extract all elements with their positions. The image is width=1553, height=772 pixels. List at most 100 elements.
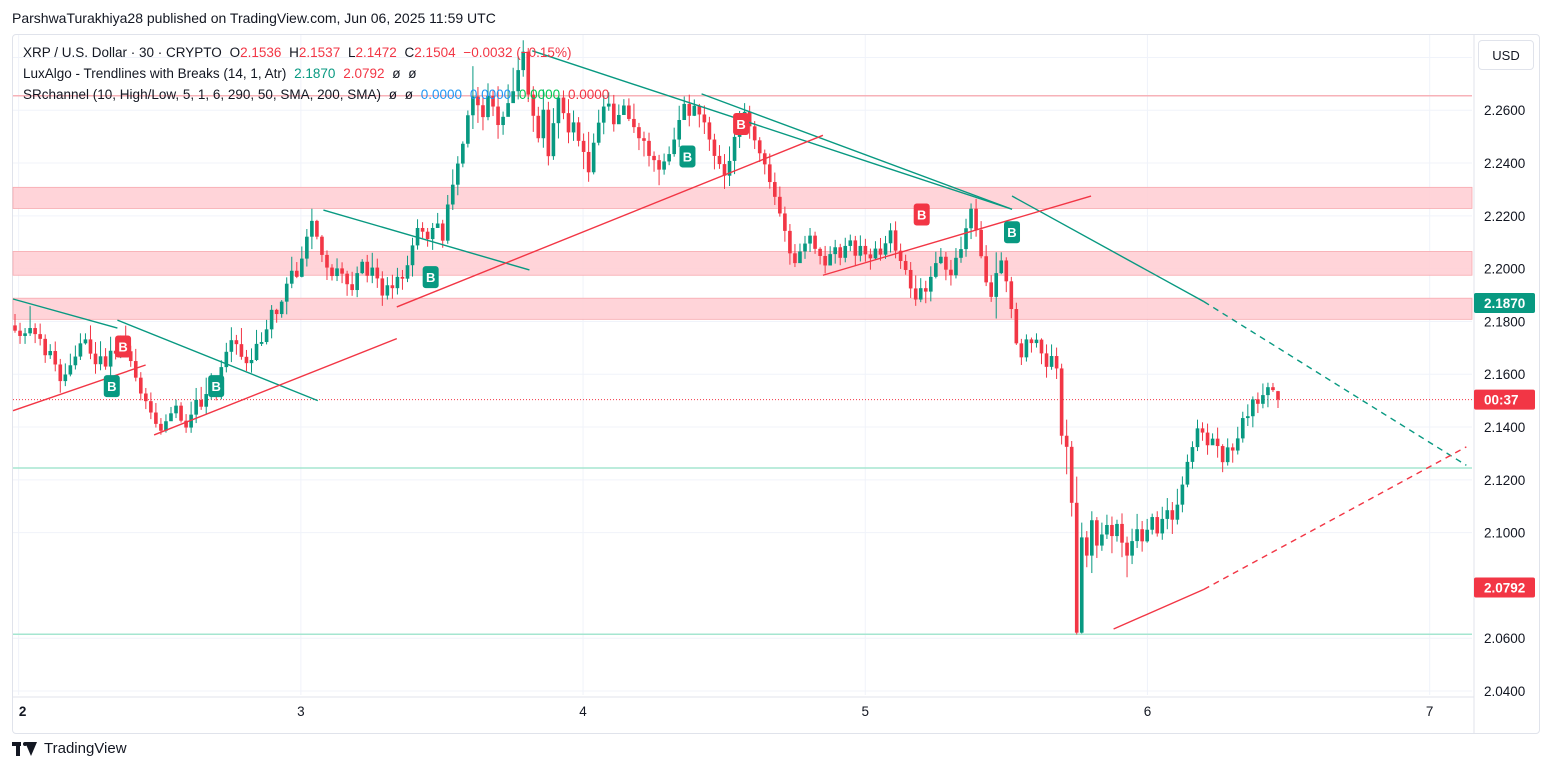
candle-body	[697, 105, 702, 115]
candle-body	[677, 120, 682, 140]
candle-body	[461, 143, 465, 164]
candle-body	[918, 288, 923, 300]
candle-body	[294, 270, 299, 277]
candle-body	[923, 288, 928, 292]
sr-zones	[12, 186, 1473, 320]
trendline	[396, 134, 824, 308]
candle-body	[1200, 428, 1205, 433]
price-tag: 00:37	[1474, 389, 1535, 410]
candle-body	[360, 261, 365, 274]
candle-body	[1024, 339, 1029, 358]
legend-open-value: 2.1536	[240, 45, 282, 60]
candle-body	[88, 339, 93, 354]
candle-body	[1165, 510, 1170, 519]
candle-body	[1095, 520, 1099, 546]
tradingview-footer: TradingView	[12, 740, 127, 757]
candle-body	[793, 253, 797, 264]
currency-selector[interactable]: USD	[1478, 40, 1534, 70]
legend-high-value: 2.1537	[298, 45, 341, 60]
candle-body	[536, 115, 541, 139]
candle-body	[934, 263, 938, 277]
candle-body	[682, 103, 687, 121]
candle-body	[642, 138, 646, 141]
price-tick-label: 2.1200	[1484, 473, 1525, 488]
trendline	[1113, 588, 1205, 630]
candle-body	[888, 230, 893, 244]
legend-srchannel-value-1: 0.0000	[420, 87, 463, 102]
candle-body	[305, 236, 309, 259]
legend-srchannel-na-2: ø	[404, 87, 413, 102]
candle-body	[647, 140, 651, 156]
candle-body	[128, 351, 133, 362]
break-marker: B	[103, 375, 120, 398]
price-tick-label: 2.2600	[1484, 103, 1525, 118]
candle-body	[481, 105, 485, 118]
candle-body	[1029, 339, 1034, 344]
break-marker-box	[733, 112, 750, 135]
candle-body	[279, 301, 284, 315]
time-axis: 2 3 4 5 6 7	[13, 696, 1474, 719]
candle-body	[1120, 523, 1124, 543]
candle-body	[395, 276, 400, 289]
break-marker: B	[913, 203, 930, 226]
candle-body	[1180, 484, 1185, 505]
legend-luxalgo-row: LuxAlgo - Trendlines with Breaks (14, 1,…	[23, 66, 421, 81]
candle-body	[430, 227, 435, 240]
trendline	[153, 337, 398, 436]
price-tick-label: 2.2200	[1484, 209, 1525, 224]
candle-body	[732, 136, 737, 161]
candle-body	[420, 227, 425, 232]
price-tag-label: 2.1870	[1484, 296, 1525, 311]
candle-body	[596, 122, 601, 143]
candle-body	[903, 260, 908, 270]
candle-body	[435, 223, 440, 228]
candle-body	[93, 353, 98, 365]
break-marker-label: B	[917, 208, 926, 223]
grid-lines	[13, 35, 1472, 695]
candle-body	[440, 223, 445, 241]
candle-body	[18, 330, 22, 336]
candle-body	[425, 231, 430, 240]
candle-body	[546, 109, 551, 157]
candle-body	[606, 103, 611, 107]
candle-body	[1215, 438, 1220, 447]
price-tick-label: 2.0400	[1484, 684, 1525, 699]
candle-body	[33, 328, 37, 335]
legend-srchannel-name[interactable]: SRchannel (10, High/Low, 5, 1, 6, 290, 5…	[23, 87, 381, 102]
price-axis: 2.28002.26002.24002.22002.20002.18002.16…	[1473, 35, 1525, 733]
candle-body	[989, 282, 993, 297]
candle-body	[893, 230, 898, 251]
candle-body	[994, 273, 999, 297]
legend-symbol[interactable]: XRP / U.S. Dollar · 30 · CRYPTO	[23, 45, 222, 60]
candle-body	[174, 405, 178, 414]
candle-body	[335, 268, 339, 277]
candle-body	[400, 276, 405, 279]
tradingview-logo-icon	[12, 741, 38, 756]
candle-body	[928, 276, 933, 292]
candle-body	[813, 235, 817, 249]
break-markers: B B B B B B B B	[103, 112, 1021, 398]
candle-body	[843, 245, 848, 258]
candle-body	[883, 243, 888, 255]
candle-body	[496, 106, 500, 126]
candle-body	[1261, 395, 1265, 404]
legend-high-label: H	[289, 45, 299, 60]
legend-luxalgo-na-2: ø	[408, 66, 417, 81]
candle-body	[1235, 438, 1240, 451]
candle-body	[466, 115, 470, 144]
legend-luxalgo-name[interactable]: LuxAlgo - Trendlines with Breaks (14, 1,…	[23, 66, 287, 81]
candle-body	[788, 230, 792, 254]
candle-body	[244, 356, 249, 364]
candle-body	[1251, 399, 1255, 417]
candle-body	[380, 278, 385, 296]
candle-body	[576, 122, 581, 141]
candle-body	[1185, 461, 1190, 485]
legend-low-value: 2.1472	[355, 45, 397, 60]
candle-body	[405, 265, 410, 279]
candle-body	[259, 342, 264, 344]
published-by-line: ParshwaTurakhiya28 published on TradingV…	[12, 10, 496, 26]
legend-luxalgo-value-2: 2.0792	[343, 66, 385, 81]
candle-body	[149, 401, 153, 413]
candle-body	[1230, 447, 1235, 451]
